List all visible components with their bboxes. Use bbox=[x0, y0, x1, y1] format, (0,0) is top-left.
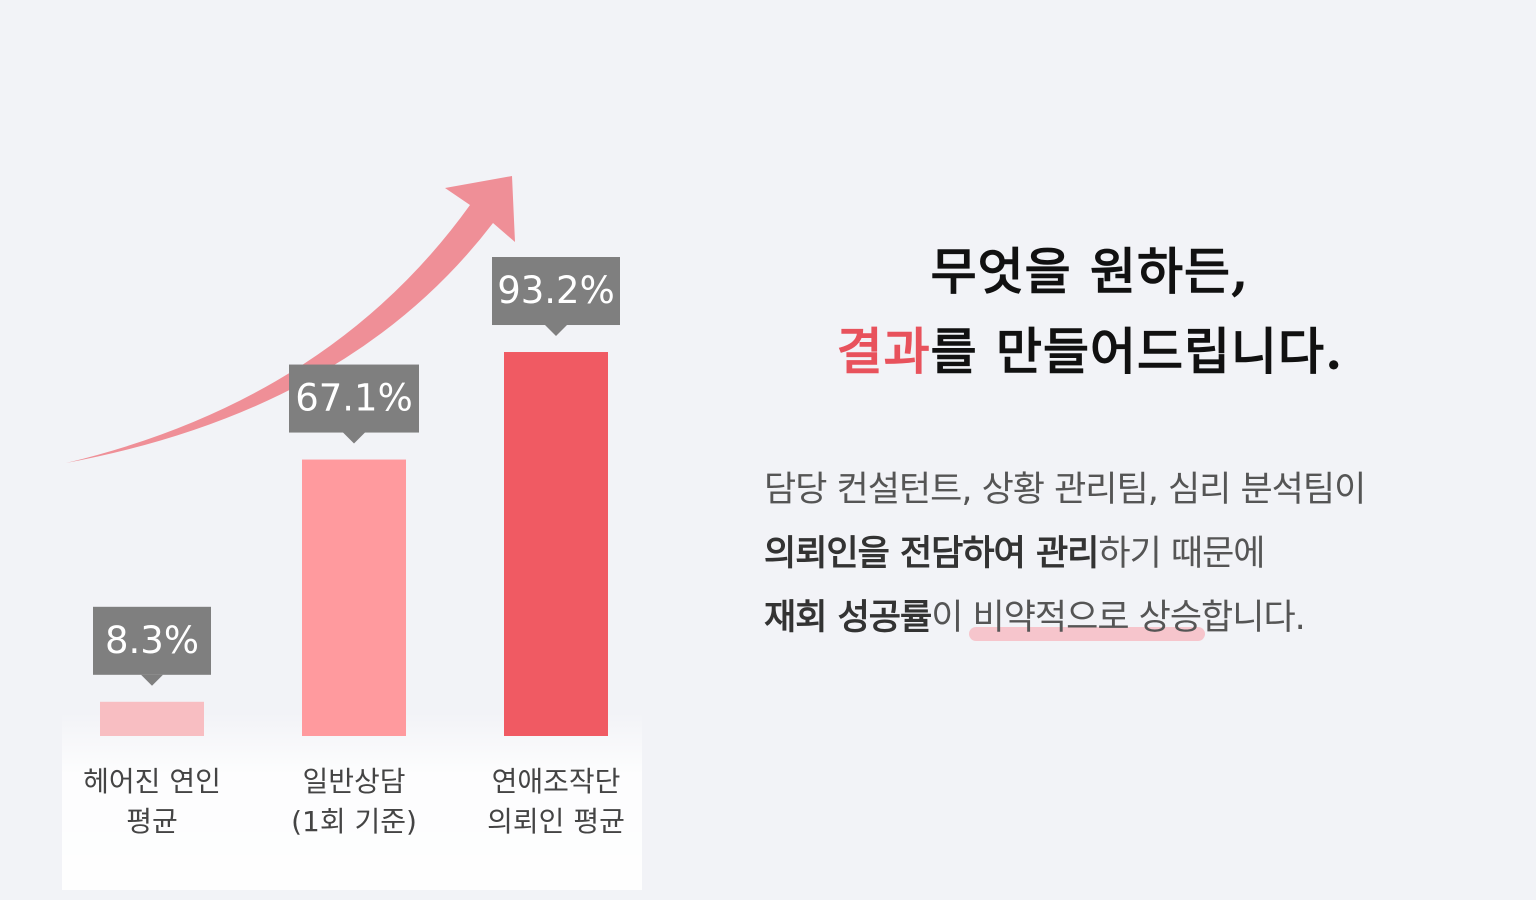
headline-accent: 결과 bbox=[836, 322, 931, 381]
category-label: 평균 bbox=[126, 805, 178, 838]
description-line-1: 담당 컨설턴트, 상황 관리팀, 심리 분석팀이 bbox=[764, 470, 1366, 510]
category-label: (1회 기준) bbox=[291, 805, 417, 838]
description-line-3: 재회 성공률이 비약적으로 상승합니다. bbox=[764, 586, 1504, 650]
headline-line-2-rest: 를 만들어드립니다. bbox=[930, 322, 1344, 381]
category-label: 일반상담 bbox=[302, 765, 405, 798]
value-label-pointer bbox=[343, 432, 365, 444]
description-line-2-rest: 하기 때문에 bbox=[1098, 534, 1265, 574]
bar bbox=[504, 352, 608, 736]
category-label: 연애조작단 bbox=[492, 765, 621, 798]
description-line-2-bold: 의뢰인을 전담하여 관리 bbox=[764, 534, 1099, 574]
description-line-3-mid: 이 bbox=[931, 598, 973, 638]
data-label: 67.1% bbox=[295, 377, 413, 420]
value-label-box bbox=[93, 606, 211, 675]
bar bbox=[302, 459, 406, 736]
chart-base-panel bbox=[62, 712, 642, 890]
value-label-pointer bbox=[545, 325, 567, 337]
headline: 무엇을 원하든, 결과를 만들어드립니다. bbox=[740, 232, 1440, 392]
value-label-pointer bbox=[141, 674, 163, 686]
value-label-box bbox=[492, 257, 620, 326]
description-line-3-end: 합니다. bbox=[1201, 598, 1306, 638]
description-line-3-bold: 재회 성공률 bbox=[764, 598, 932, 638]
value-label-box bbox=[289, 364, 419, 433]
highlighted-phrase: 비약적으로 상승 bbox=[968, 598, 1206, 641]
data-label: 8.3% bbox=[105, 619, 199, 662]
data-label: 93.2% bbox=[497, 269, 615, 312]
bar bbox=[100, 701, 204, 736]
description: 담당 컨설턴트, 상황 관리팀, 심리 분석팀이 의뢰인을 전담하여 관리하기 … bbox=[764, 458, 1504, 650]
category-label: 헤어진 연인 bbox=[83, 765, 221, 798]
category-label: 의뢰인 평균 bbox=[487, 805, 625, 838]
headline-line-2: 결과를 만들어드립니다. bbox=[740, 312, 1440, 392]
description-line-2: 의뢰인을 전담하여 관리하기 때문에 bbox=[764, 522, 1504, 586]
growth-arrow bbox=[66, 176, 515, 463]
highlighted-phrase-text: 비약적으로 상승 bbox=[972, 598, 1203, 638]
headline-line-1: 무엇을 원하든, bbox=[930, 242, 1250, 301]
